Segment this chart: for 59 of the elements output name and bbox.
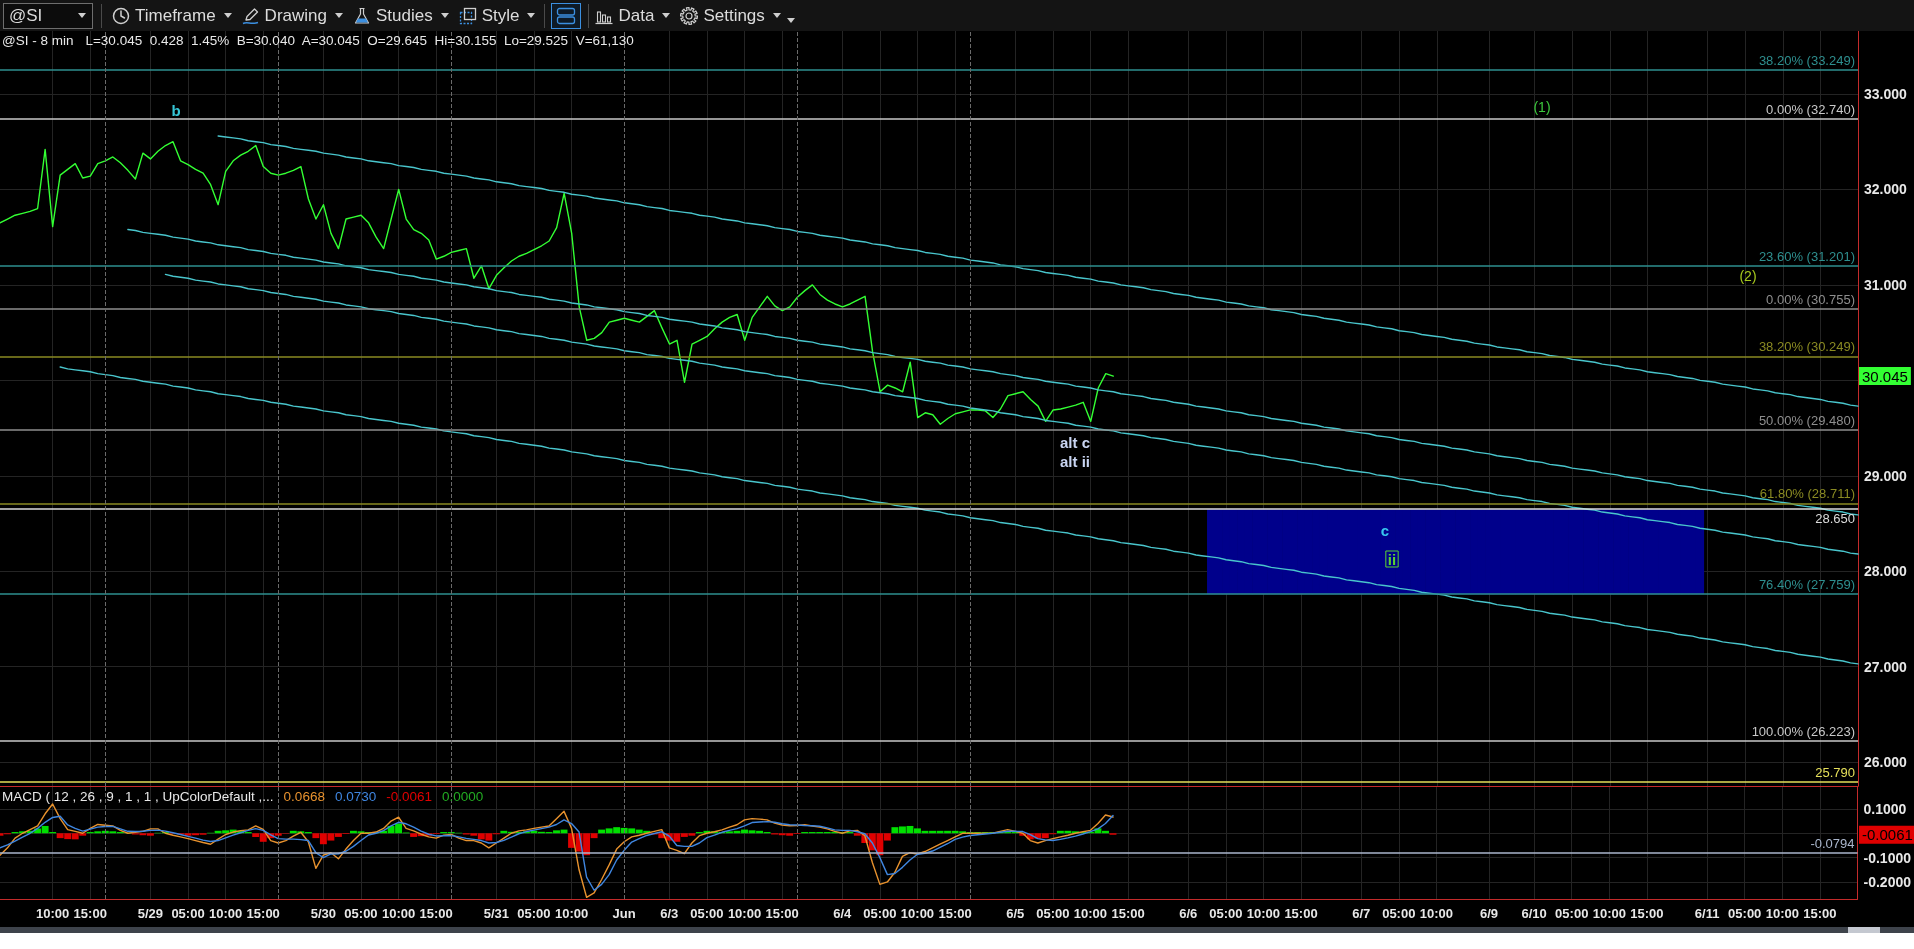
x-tick-label: 6/6 <box>1179 906 1198 921</box>
x-tick-label: 10:00 <box>727 906 762 921</box>
x-tick-label: 05:00 <box>1555 906 1589 921</box>
annotation: 0.0730 <box>334 789 377 804</box>
x-tick-label: 10:00 <box>1419 906 1454 921</box>
x-tick-label: 10:00 <box>1246 906 1281 921</box>
y-tick-label: -0.2000 <box>1863 873 1912 890</box>
x-tick-label: 10:00 <box>900 906 935 921</box>
dropdown-field: @SI <box>3 2 93 29</box>
x-tick-label: 10:00 <box>1592 906 1626 921</box>
x-tick-label: 6/10 <box>1521 906 1547 921</box>
x-tick-label: 15:00 <box>938 906 972 921</box>
x-tick-label: 10:00 <box>208 906 243 921</box>
text: Drawing <box>264 5 327 26</box>
text: Timeframe <box>135 5 216 26</box>
x-tick-label: 05:00 <box>863 906 897 921</box>
x-tick-label: 5/31 <box>483 906 509 921</box>
x-tick-label: 05:00 <box>690 906 724 921</box>
text: Style <box>481 5 520 26</box>
y-tick-label: -0.1000 <box>1863 849 1912 866</box>
x-tick-label: 15:00 <box>419 906 453 921</box>
x-tick-label: Jun <box>612 906 636 921</box>
x-tick-label: 15:00 <box>1630 906 1664 921</box>
x-tick-label: 15:00 <box>1111 906 1145 921</box>
text: Studies <box>375 5 433 26</box>
x-tick-label: 6/3 <box>660 906 679 921</box>
x-tick-label: 10:00 <box>1765 906 1799 921</box>
ref-line-label: -0.0794 <box>1810 835 1855 851</box>
text: Data <box>618 5 655 26</box>
x-tick-label: 6/5 <box>1006 906 1025 921</box>
x-tick-label: 6/7 <box>1352 906 1371 921</box>
x-tick-label: 05:00 <box>1036 906 1070 921</box>
x-tick-label: 15:00 <box>1284 906 1318 921</box>
x-tick-label: 10:00 <box>36 906 70 921</box>
x-tick-label: 15:00 <box>246 906 280 921</box>
x-tick-label: 15:00 <box>1803 906 1837 921</box>
x-tick-label: 6/11 <box>1694 906 1720 921</box>
text: Settings <box>703 5 765 26</box>
x-tick-label: 05:00 <box>1209 906 1243 921</box>
x-tick-label: 05:00 <box>171 906 205 921</box>
x-tick-label: 10:00 <box>1073 906 1108 921</box>
annotation: 0.0000 <box>442 789 484 804</box>
annotation: -0.0061 <box>386 789 432 804</box>
x-tick-label: 15:00 <box>73 906 107 921</box>
chart-title: MACD ( 12 , 26 , 9 , 1 , 1 , UpColorDefault ,... <box>2 789 274 804</box>
x-tick-label: 10:00 <box>381 906 416 921</box>
x-tick-label: 5/30 <box>310 906 337 921</box>
x-tick-label: 10:00 <box>554 906 589 921</box>
x-tick-label: 05:00 <box>1728 906 1762 921</box>
x-tick-label: 05:00 <box>1382 906 1416 921</box>
x-tick-label: 5/29 <box>137 906 164 921</box>
y-tick-label: 0.1000 <box>1863 800 1907 817</box>
x-tick-label: 6/4 <box>833 906 853 921</box>
x-tick-label: 05:00 <box>344 906 378 921</box>
x-tick-label: 15:00 <box>765 906 799 921</box>
annotation: 0.0668 <box>283 789 325 804</box>
x-tick-label: 6/9 <box>1479 906 1499 921</box>
text: -0.0061 <box>1862 826 1913 844</box>
x-tick-label: 05:00 <box>517 906 551 921</box>
